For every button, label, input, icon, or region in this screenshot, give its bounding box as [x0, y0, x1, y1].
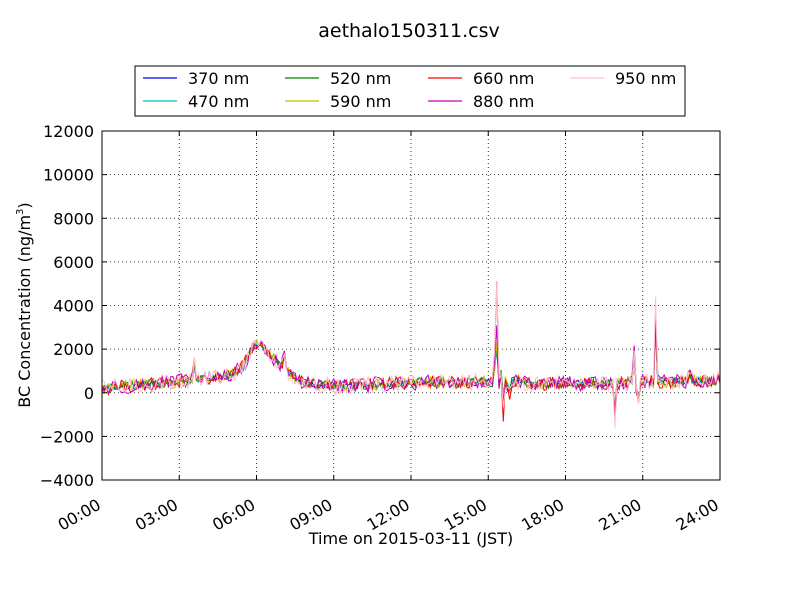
y-tick-label: 2000	[53, 340, 94, 359]
legend-items: 370 nm 470 nm 520 nm 590 nm 660 nm 880 nm 950 …	[143, 69, 676, 111]
legend-label: 590 nm	[330, 92, 391, 111]
y-tick-label: 8000	[53, 209, 94, 228]
y-axis-label-superscript: 3	[15, 209, 26, 215]
series-line-520-nm	[101, 327, 721, 415]
legend-label: 520 nm	[330, 69, 391, 88]
y-tick-label: 12000	[43, 122, 94, 141]
y-tick-label: 0	[84, 384, 94, 403]
x-tick-label: 24:00	[673, 495, 722, 535]
x-tick-label: 06:00	[209, 495, 258, 535]
legend-label: 950 nm	[615, 69, 676, 88]
legend-box	[134, 65, 686, 117]
legend-label: 470 nm	[188, 92, 249, 111]
y-tick-label: −2000	[40, 427, 94, 446]
y-tick-label: 4000	[53, 297, 94, 316]
legend-label: 880 nm	[473, 92, 534, 111]
series-line-950-nm	[101, 281, 721, 428]
series-lines	[101, 281, 721, 428]
x-tick-label: 03:00	[132, 495, 181, 535]
legend-label: 660 nm	[473, 69, 534, 88]
grid-lines	[102, 131, 720, 480]
y-axis-label-suffix: )	[15, 202, 34, 208]
legend-label: 370 nm	[188, 69, 249, 88]
y-axis-label-text: BC Concentration (ng/m	[15, 215, 34, 408]
chart-title: aethalo150311.csv	[318, 20, 500, 42]
y-tick-label: −4000	[40, 471, 94, 490]
x-tick-label: 21:00	[595, 495, 644, 535]
x-tick-label: 00:00	[55, 495, 104, 535]
y-tick-label: 10000	[43, 166, 94, 185]
y-axis-label: BC Concentration (ng/m3)	[15, 202, 34, 407]
y-tick-label: 6000	[53, 253, 94, 272]
x-axis-label: Time on 2015-03-11 (JST)	[308, 529, 513, 548]
legend: 370 nm 470 nm 520 nm 590 nm 660 nm 880 nm 950 …	[134, 65, 686, 117]
axis-ticks: −4000 −2000 0 2000 4000 6000 8000 10000 12000 00:…	[40, 122, 722, 535]
x-tick-label: 18:00	[518, 495, 567, 535]
